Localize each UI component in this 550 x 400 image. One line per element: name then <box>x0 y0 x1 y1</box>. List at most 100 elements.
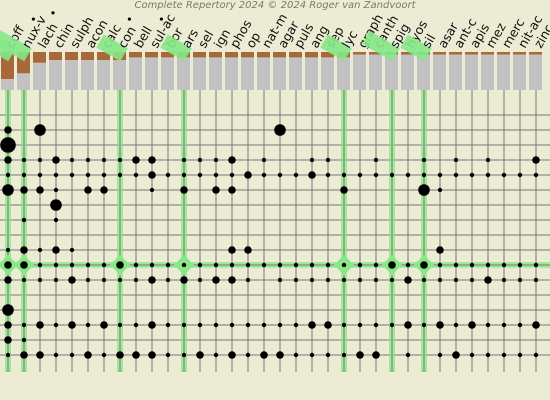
grade-dot <box>389 172 395 178</box>
grade-dot <box>533 172 539 178</box>
grade-dot <box>148 351 156 359</box>
grade-dot <box>469 172 475 178</box>
grade-dot <box>436 246 444 254</box>
grade-dot <box>148 156 156 164</box>
grade-dot <box>501 277 507 283</box>
grade-dot <box>85 262 91 268</box>
grade-dot <box>501 352 507 358</box>
grade-dot <box>341 172 347 178</box>
grade-dot <box>69 157 75 163</box>
grade-dot <box>452 351 460 359</box>
grade-dot <box>274 124 286 136</box>
grade-dot <box>181 157 187 163</box>
grade-dot <box>389 277 395 283</box>
score-bar-canth <box>369 52 382 55</box>
grade-dot <box>277 262 283 268</box>
grade-dot <box>373 262 379 268</box>
grade-dot <box>245 262 251 268</box>
grade-dot <box>517 262 523 268</box>
grade-dot <box>293 277 299 283</box>
score-rest-ant-c <box>449 54 462 90</box>
score-rest-chin <box>49 60 62 90</box>
grade-dot <box>4 156 12 164</box>
grade-dot <box>293 352 299 358</box>
grade-dot <box>197 322 203 328</box>
grade-dot <box>197 262 203 268</box>
grade-dot <box>37 247 43 253</box>
grade-dot <box>372 351 380 359</box>
grade-dot <box>245 322 251 328</box>
grade-dot <box>341 322 347 328</box>
grade-dot <box>100 321 108 329</box>
grade-dot <box>388 261 396 269</box>
score-bar-hyos <box>401 52 414 55</box>
grade-dot <box>85 322 91 328</box>
score-rest-lyc <box>337 57 350 90</box>
score-bar-nat-m <box>257 52 270 58</box>
score-rest-hyos <box>401 54 414 90</box>
grade-dot <box>133 172 139 178</box>
grade-dot <box>501 172 507 178</box>
grade-dot <box>37 277 43 283</box>
score-rest-spig <box>385 54 398 90</box>
grade-dot <box>69 262 75 268</box>
remedy-marker-dot <box>159 17 163 21</box>
grade-dot <box>453 157 459 163</box>
grade-dot <box>357 262 363 268</box>
grade-dot <box>261 172 267 178</box>
remedy-label-op[interactable]: op <box>243 29 264 50</box>
grade-dot <box>213 352 219 358</box>
grade-dot <box>36 351 44 359</box>
grade-dot <box>341 352 347 358</box>
grade-dot <box>165 352 171 358</box>
score-bar-ign <box>209 52 222 58</box>
score-bar-lach <box>33 52 46 63</box>
score-bar-graph <box>353 52 366 55</box>
score-bar-sel <box>193 52 206 58</box>
grade-dot <box>437 187 443 193</box>
grade-dot <box>132 351 140 359</box>
grade-dot <box>149 187 155 193</box>
grade-dot <box>469 352 475 358</box>
grade-dot <box>197 277 203 283</box>
score-rest-agar <box>273 57 286 90</box>
grade-dot <box>20 186 28 194</box>
grade-dot <box>5 172 11 178</box>
grade-dot <box>50 199 62 211</box>
grade-dot <box>485 352 491 358</box>
score-bar-puls <box>289 52 302 58</box>
grade-dot <box>418 184 430 196</box>
grade-dot <box>101 172 107 178</box>
score-bar-merc <box>497 52 510 55</box>
grade-dot <box>517 172 523 178</box>
grade-dot <box>228 276 236 284</box>
remedy-marker-dot <box>51 11 55 15</box>
grade-dot <box>293 262 299 268</box>
grade-dot <box>309 157 315 163</box>
score-bar-calc <box>97 52 110 61</box>
grade-dot <box>341 262 347 268</box>
score-rest-acon <box>81 60 94 90</box>
grade-dot <box>197 157 203 163</box>
score-bar-phos <box>225 52 238 58</box>
grade-dot <box>5 247 11 253</box>
score-rest-zinc <box>529 54 542 90</box>
grade-dot <box>421 172 427 178</box>
score-rest-calc <box>97 60 110 90</box>
grade-dot <box>229 322 235 328</box>
remedy-label-sil[interactable]: sil <box>419 31 439 50</box>
grade-dot <box>260 351 268 359</box>
grade-dot <box>373 157 379 163</box>
grade-dot <box>453 322 459 328</box>
grade-dot <box>261 262 267 268</box>
grade-dot <box>357 322 363 328</box>
grade-dot <box>325 157 331 163</box>
grade-dot <box>165 262 171 268</box>
grade-dot <box>485 172 491 178</box>
score-rest-op <box>241 57 254 90</box>
grade-dot <box>116 351 124 359</box>
grade-dot <box>485 157 491 163</box>
grade-dot <box>453 277 459 283</box>
score-bar-mez <box>481 52 494 55</box>
grade-dot <box>213 262 219 268</box>
